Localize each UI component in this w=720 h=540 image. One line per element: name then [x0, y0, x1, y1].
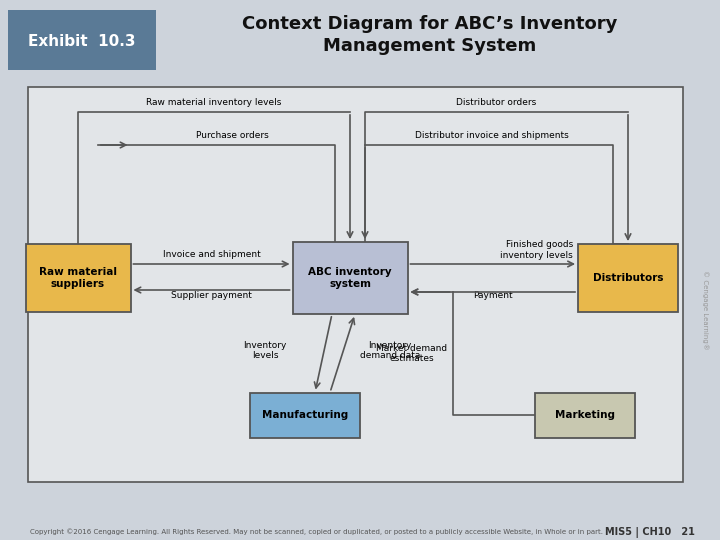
Text: © Cengage Learning®: © Cengage Learning®: [702, 270, 708, 350]
Text: Purchase orders: Purchase orders: [197, 131, 269, 140]
Text: Distributor orders: Distributor orders: [456, 98, 536, 107]
Text: Payment: Payment: [473, 291, 513, 300]
Text: MIS5 | CH10   21: MIS5 | CH10 21: [605, 526, 695, 537]
Text: Distributors: Distributors: [593, 273, 663, 283]
Text: Inventory
demand data: Inventory demand data: [360, 341, 420, 360]
Text: Finished goods
inventory levels: Finished goods inventory levels: [500, 240, 573, 260]
Bar: [535, 393, 635, 437]
Bar: [8, 10, 156, 70]
Text: ABC inventory
system: ABC inventory system: [308, 267, 392, 289]
Text: Market demand
estimates: Market demand estimates: [377, 344, 448, 363]
Text: Raw material inventory levels: Raw material inventory levels: [146, 98, 282, 107]
Bar: [578, 244, 678, 312]
Text: Exhibit  10.3: Exhibit 10.3: [28, 33, 136, 49]
Bar: [25, 244, 130, 312]
Text: Marketing: Marketing: [555, 410, 615, 420]
Bar: [250, 393, 360, 437]
Text: Raw material
suppliers: Raw material suppliers: [39, 267, 117, 289]
Text: Invoice and shipment: Invoice and shipment: [163, 250, 261, 259]
Text: Context Diagram for ABC’s Inventory
Management System: Context Diagram for ABC’s Inventory Mana…: [243, 15, 618, 55]
Bar: [292, 242, 408, 314]
Text: Manufacturing: Manufacturing: [262, 410, 348, 420]
Text: Distributor invoice and shipments: Distributor invoice and shipments: [415, 131, 568, 140]
Text: Inventory
levels: Inventory levels: [243, 341, 287, 360]
Bar: [28, 87, 683, 482]
Text: Supplier payment: Supplier payment: [171, 291, 252, 300]
Text: Copyright ©2016 Cengage Learning. All Rights Reserved. May not be scanned, copie: Copyright ©2016 Cengage Learning. All Ri…: [30, 529, 603, 535]
